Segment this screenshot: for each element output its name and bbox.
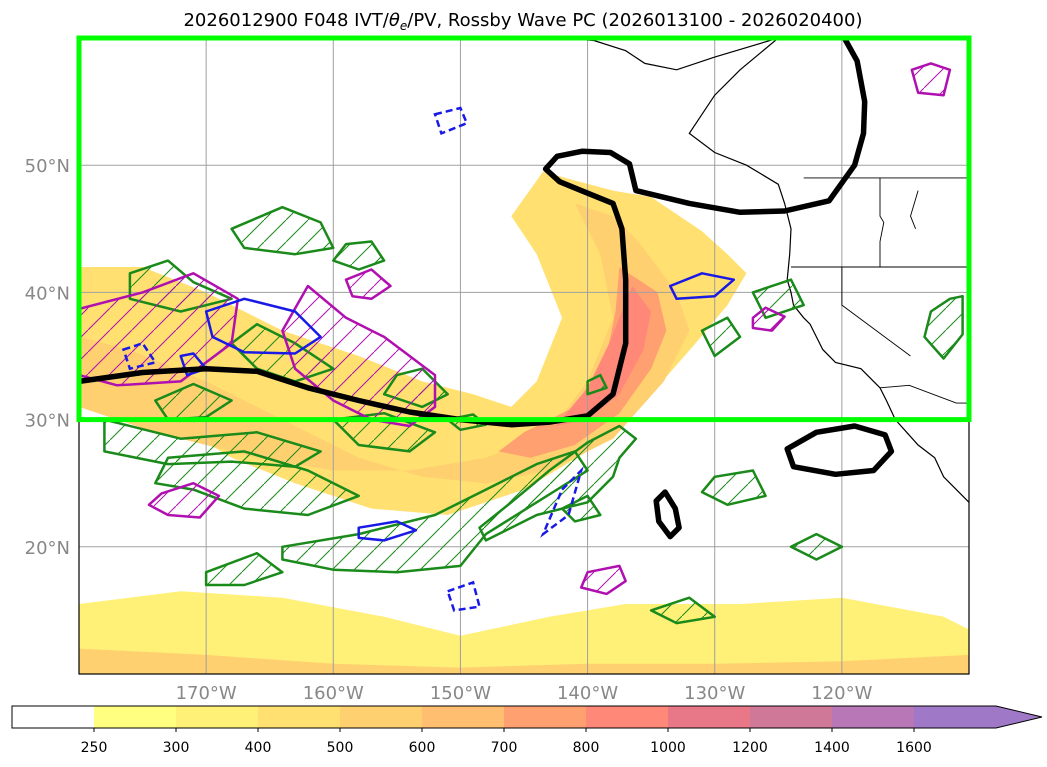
colorbar-tick-label: 250: [81, 740, 108, 756]
theta-magenta-contour: [147, 481, 221, 519]
colorbar-tick-label: 300: [163, 740, 190, 756]
pv-contour-layer: [79, 38, 895, 540]
chart-title: 2026012900 F048 IVT/θe/PV, Rossby Wave P…: [183, 10, 862, 33]
pv-contour-pv-loop-east: [784, 423, 895, 478]
colorbar-swatch: [668, 706, 750, 728]
colorbar-swatch: [586, 706, 668, 728]
colorbar-tick-label: 1600: [896, 740, 932, 756]
theta-green-contour: [649, 596, 716, 625]
theta-green-contour: [332, 240, 386, 271]
theta-blue-dashed-contour: [446, 580, 482, 612]
ivt-plume-southern-band-core: [79, 648, 969, 674]
political-border: [879, 384, 969, 404]
lon-tick-label: 160°W: [303, 683, 364, 704]
lon-tick-label: 120°W: [811, 683, 872, 704]
theta-green-contour: [700, 469, 767, 507]
theta-green-contour: [154, 450, 360, 517]
lon-tick-label: 150°W: [430, 683, 491, 704]
theta-blue-contour: [357, 520, 418, 542]
political-border: [910, 190, 919, 229]
theta-blue-dashed-contour: [540, 466, 584, 538]
colorbar-extend-arrow: [996, 706, 1042, 728]
colorbar-swatch: [12, 706, 94, 728]
highlight-box: [76, 35, 972, 423]
colorbar-tick-label: 500: [327, 740, 354, 756]
lon-tick-label: 140°W: [557, 683, 618, 704]
colorbar-tick-label: 800: [573, 740, 600, 756]
theta-green-contour: [154, 382, 233, 421]
colorbar-swatch: [94, 706, 176, 728]
lat-tick-label: 40°N: [25, 283, 70, 304]
theta-green-contour: [204, 551, 284, 587]
chart-title-theta-subscript: e: [400, 19, 407, 33]
axis-labels: 170°W 160°W 150°W 140°W 130°W 120°W 50°N 40°N 30…: [25, 156, 873, 704]
colorbar-outline: [11, 705, 1043, 729]
chart-title-theta: θ: [389, 10, 400, 31]
coastline: [688, 38, 969, 503]
theta-magenta-contour: [751, 306, 786, 332]
theta-magenta-contour: [579, 564, 627, 596]
lat-tick-label: 50°N: [25, 156, 70, 177]
colorbar-swatch: [258, 706, 340, 728]
colorbar-swatch: [832, 706, 914, 728]
chart-title-part-2: /PV, Rossby Wave PC (2026013100 - 202602…: [407, 10, 862, 31]
theta-green-contour: [586, 373, 608, 396]
political-border: [841, 267, 911, 357]
colorbar-tick-label: 400: [245, 740, 272, 756]
ivt-plume-central-ar-core-500: [79, 203, 690, 484]
map-layers: [79, 38, 969, 674]
coastline-layer: [562, 38, 969, 503]
theta-magenta-contour: [910, 62, 952, 97]
theta-blue-contour: [668, 272, 736, 301]
colorbar-swatch: [750, 706, 832, 728]
pv-contour-pv-loop-small: [653, 489, 682, 540]
theta-contour-layer: [79, 62, 964, 625]
colorbar: 250 300 400 500 600 700 800 1000 1200 1400 1600: [11, 705, 1043, 756]
colorbar-tick-label: 600: [409, 740, 436, 756]
theta-magenta-contour: [344, 268, 392, 301]
theta-green-contour: [923, 294, 964, 360]
lat-tick-label: 20°N: [25, 538, 70, 559]
ivt-plume-southern-band: [79, 591, 969, 674]
colorbar-swatch: [422, 706, 504, 728]
theta-green-contour: [560, 494, 602, 523]
lon-tick-label: 130°W: [684, 683, 745, 704]
colorbar-swatch: [340, 706, 422, 728]
colorbar-tick-label: 1400: [814, 740, 850, 756]
theta-blue-dashed-contour: [433, 106, 469, 136]
colorbar-tick-label: 1000: [650, 740, 686, 756]
colorbar-swatch: [176, 706, 258, 728]
colorbar-tick-label: 700: [491, 740, 518, 756]
theta-blue-contour: [204, 297, 322, 355]
theta-blue-dashed-contour: [121, 341, 158, 371]
lat-tick-label: 30°N: [25, 411, 70, 432]
chart-title-part-1: 2026012900 F048 IVT/: [183, 10, 389, 31]
colorbar-swatch: [914, 706, 996, 728]
lon-tick-label: 170°W: [176, 683, 237, 704]
colorbar-swatch: [504, 706, 586, 728]
theta-green-contour: [230, 205, 335, 256]
theta-green-contour: [700, 316, 742, 358]
colorbar-tick-label: 1200: [732, 740, 768, 756]
theta-green-contour: [789, 532, 844, 561]
pv-contour-pv-main: [79, 38, 868, 428]
political-border: [879, 177, 885, 267]
